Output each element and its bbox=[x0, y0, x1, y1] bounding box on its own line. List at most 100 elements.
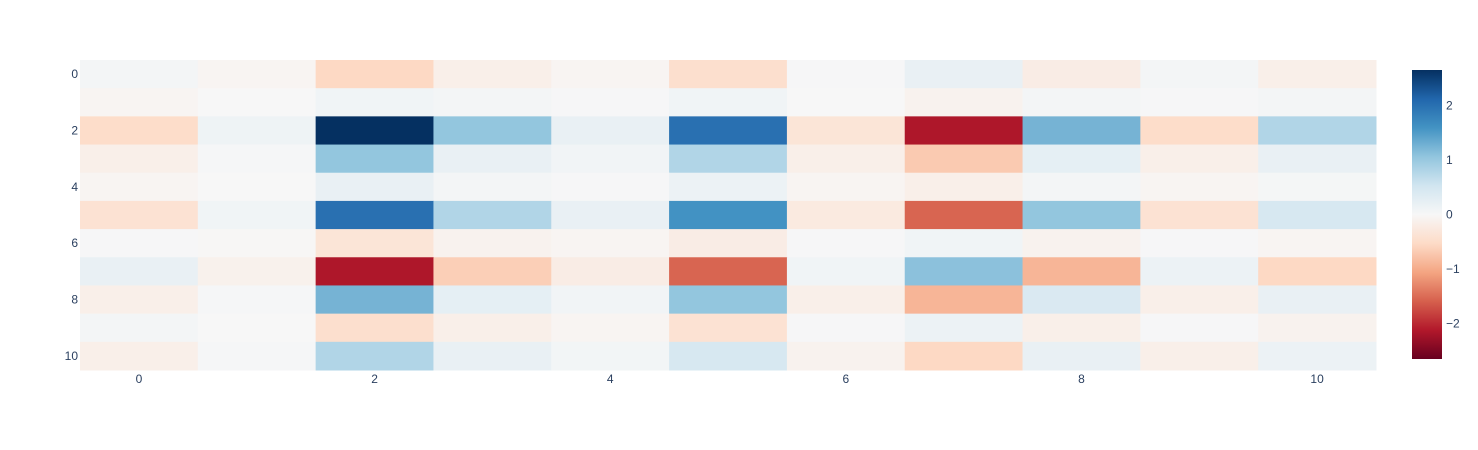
heatmap-cell bbox=[1258, 60, 1377, 89]
heatmap-cell bbox=[433, 229, 552, 258]
y-axis-ticks: 0 2 4 6 8 10 bbox=[65, 67, 79, 363]
heatmap-cell bbox=[1022, 285, 1141, 315]
heatmap-cell bbox=[1140, 88, 1259, 117]
heatmap-cell bbox=[669, 285, 788, 315]
heatmap-cell bbox=[1022, 313, 1141, 343]
heatmap-cell bbox=[433, 257, 552, 286]
heatmap-cell bbox=[315, 144, 434, 174]
heatmap-cell bbox=[315, 313, 434, 343]
heatmap-cell bbox=[1022, 200, 1141, 230]
heatmap-cell bbox=[669, 144, 788, 174]
heatmap-cell bbox=[1140, 313, 1259, 343]
heatmap-cell bbox=[80, 88, 199, 117]
heatmap-cell bbox=[315, 285, 434, 315]
heatmap-cell bbox=[669, 313, 788, 343]
heatmap-cell bbox=[1258, 200, 1377, 230]
y-tick-label: 10 bbox=[65, 349, 79, 363]
heatmap-cell bbox=[669, 60, 788, 89]
heatmap-cell bbox=[1258, 313, 1377, 343]
heatmap-cell bbox=[669, 172, 788, 202]
heatmap-cell bbox=[786, 229, 906, 258]
heatmap-cell bbox=[904, 88, 1024, 117]
heatmap-cell bbox=[551, 285, 670, 315]
heatmap-cell bbox=[80, 60, 199, 89]
heatmap-cell bbox=[786, 144, 906, 174]
heatmap-cell bbox=[669, 116, 788, 146]
heatmap-cell bbox=[1022, 116, 1141, 146]
heatmap-cell bbox=[80, 172, 199, 202]
heatmap-cell bbox=[433, 116, 552, 146]
heatmap-cell bbox=[551, 116, 670, 146]
heatmap-cell bbox=[1258, 229, 1377, 258]
x-tick-label: 6 bbox=[842, 372, 849, 386]
heatmap-cell bbox=[786, 116, 906, 146]
heatmap-cell bbox=[1140, 172, 1259, 202]
heatmap-cell bbox=[433, 313, 552, 343]
heatmap-cell bbox=[1140, 144, 1259, 174]
heatmap-cell bbox=[551, 229, 670, 258]
heatmap-cell bbox=[197, 144, 317, 174]
heatmap-cell bbox=[1140, 200, 1259, 230]
heatmap-cell bbox=[197, 257, 317, 286]
heatmap-cell bbox=[904, 285, 1024, 315]
heatmap-cell bbox=[80, 229, 199, 258]
heatmap-cell bbox=[551, 200, 670, 230]
colorbar-tick-label: 2 bbox=[1446, 98, 1453, 112]
heatmap-cell bbox=[433, 172, 552, 202]
heatmap-cell bbox=[551, 341, 670, 371]
heatmap-cell bbox=[197, 60, 317, 89]
heatmap-cell bbox=[786, 285, 906, 315]
heatmap-cell bbox=[669, 88, 788, 117]
heatmap-cell bbox=[1022, 144, 1141, 174]
heatmap-cell bbox=[551, 88, 670, 117]
heatmap-cell bbox=[315, 60, 434, 89]
heatmap-cell bbox=[669, 257, 788, 286]
colorbar-tick-label: −1 bbox=[1446, 262, 1460, 276]
heatmap-cell bbox=[433, 144, 552, 174]
heatmap-cell bbox=[669, 229, 788, 258]
colorbar-gradient bbox=[1412, 70, 1442, 359]
heatmap-cell bbox=[669, 200, 788, 230]
heatmap-cell bbox=[80, 341, 199, 371]
heatmap-cell bbox=[786, 88, 906, 117]
heatmap-cell bbox=[197, 172, 317, 202]
heatmap-cell bbox=[80, 313, 199, 343]
heatmap-cell bbox=[433, 341, 552, 371]
heatmap-cell bbox=[1022, 60, 1141, 89]
heatmap-cell bbox=[551, 313, 670, 343]
x-tick-label: 2 bbox=[371, 372, 378, 386]
y-tick-label: 6 bbox=[71, 236, 78, 250]
heatmap-cell bbox=[80, 200, 199, 230]
heatmap-cell bbox=[1022, 172, 1141, 202]
heatmap-cell bbox=[904, 313, 1024, 343]
heatmap-cell bbox=[433, 88, 552, 117]
heatmap-cell bbox=[197, 313, 317, 343]
heatmap-cell bbox=[315, 172, 434, 202]
colorbar-ticks: 2 1 0 −1 −2 bbox=[1446, 98, 1460, 330]
heatmap-cell bbox=[433, 200, 552, 230]
colorbar-tick-label: 0 bbox=[1446, 208, 1453, 222]
heatmap-cell bbox=[315, 229, 434, 258]
heatmap-cell bbox=[197, 285, 317, 315]
colorbar-tick-label: 1 bbox=[1446, 153, 1453, 167]
heatmap-cell bbox=[551, 257, 670, 286]
heatmap-cell bbox=[197, 229, 317, 258]
heatmap-cell bbox=[904, 60, 1024, 89]
heatmap-cell bbox=[904, 116, 1024, 146]
heatmap-cell bbox=[904, 172, 1024, 202]
heatmap-cell bbox=[786, 172, 906, 202]
heatmap-cell bbox=[1140, 116, 1259, 146]
heatmap-cell bbox=[433, 60, 552, 89]
heatmap-cell bbox=[1258, 341, 1377, 371]
y-tick-label: 4 bbox=[71, 180, 78, 194]
heatmap-cell bbox=[197, 116, 317, 146]
heatmap-cell bbox=[315, 88, 434, 117]
heatmap-cell bbox=[80, 257, 199, 286]
heatmap-cell bbox=[1140, 257, 1259, 286]
heatmap-cell bbox=[197, 341, 317, 371]
heatmap-cell bbox=[904, 144, 1024, 174]
heatmap-cell bbox=[197, 200, 317, 230]
heatmap-cell bbox=[904, 257, 1024, 286]
x-tick-label: 4 bbox=[607, 372, 614, 386]
